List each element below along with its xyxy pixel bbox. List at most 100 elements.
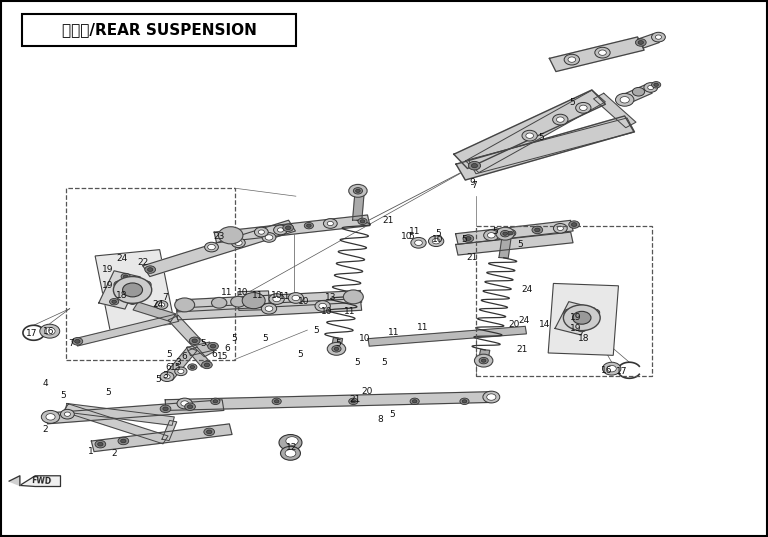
Circle shape [591, 311, 597, 315]
Text: 21: 21 [349, 395, 360, 404]
Circle shape [472, 164, 478, 168]
Circle shape [306, 224, 311, 227]
Circle shape [655, 35, 661, 39]
Circle shape [159, 303, 165, 307]
Circle shape [204, 242, 218, 252]
Polygon shape [238, 291, 270, 310]
Text: 7: 7 [472, 181, 478, 190]
Circle shape [283, 224, 293, 231]
Polygon shape [468, 118, 634, 174]
Circle shape [143, 282, 148, 286]
Circle shape [460, 398, 469, 404]
Text: 15: 15 [217, 352, 229, 361]
Text: 4: 4 [42, 379, 48, 388]
Circle shape [118, 437, 129, 445]
Circle shape [334, 347, 339, 351]
Circle shape [635, 39, 646, 46]
Circle shape [286, 226, 291, 230]
Circle shape [568, 57, 576, 62]
Circle shape [475, 354, 493, 367]
Polygon shape [499, 236, 511, 258]
Circle shape [526, 133, 534, 139]
Circle shape [496, 227, 515, 240]
Circle shape [274, 400, 279, 403]
Polygon shape [9, 476, 20, 485]
Polygon shape [624, 85, 652, 102]
Circle shape [211, 297, 227, 308]
Text: 5: 5 [155, 375, 161, 384]
Circle shape [620, 97, 629, 103]
Text: 11: 11 [252, 291, 263, 300]
Text: 18: 18 [116, 291, 127, 300]
Circle shape [221, 229, 240, 242]
Circle shape [234, 240, 242, 245]
Text: FWD: FWD [31, 476, 51, 486]
Polygon shape [177, 291, 362, 312]
Circle shape [280, 446, 300, 460]
Circle shape [41, 410, 60, 423]
Circle shape [569, 221, 580, 228]
Text: 3: 3 [176, 358, 181, 367]
Text: 6: 6 [224, 344, 230, 353]
Circle shape [463, 235, 474, 242]
Circle shape [349, 398, 358, 404]
Circle shape [580, 105, 588, 111]
Text: 5: 5 [61, 391, 66, 401]
Circle shape [189, 337, 200, 345]
Circle shape [651, 82, 660, 88]
Polygon shape [190, 338, 214, 357]
Text: 16: 16 [42, 327, 54, 336]
Text: 9: 9 [469, 178, 475, 187]
Circle shape [285, 449, 296, 457]
Circle shape [638, 41, 644, 45]
Circle shape [573, 311, 591, 324]
Circle shape [351, 400, 356, 403]
Bar [22, 14, 296, 46]
Text: 5: 5 [389, 410, 395, 419]
Circle shape [265, 306, 273, 311]
Circle shape [210, 398, 220, 404]
Circle shape [564, 309, 574, 316]
Text: 5: 5 [492, 227, 498, 236]
Circle shape [124, 275, 128, 278]
Circle shape [479, 358, 488, 364]
Circle shape [269, 294, 284, 304]
Text: 5: 5 [517, 240, 522, 249]
Circle shape [304, 222, 313, 229]
Circle shape [644, 83, 657, 92]
Text: 5: 5 [335, 339, 341, 348]
Circle shape [187, 405, 193, 409]
Polygon shape [143, 220, 296, 277]
Text: 5: 5 [167, 350, 172, 359]
Circle shape [462, 400, 467, 403]
Circle shape [98, 442, 103, 446]
Text: 10: 10 [401, 232, 412, 241]
Circle shape [230, 296, 246, 307]
Circle shape [508, 231, 513, 235]
Polygon shape [479, 350, 490, 358]
Text: 5: 5 [538, 133, 544, 142]
Text: 5: 5 [313, 325, 319, 335]
Circle shape [258, 230, 264, 234]
Text: 7: 7 [163, 293, 168, 302]
Circle shape [553, 114, 568, 125]
Polygon shape [555, 302, 594, 335]
Circle shape [535, 228, 540, 232]
Circle shape [117, 282, 122, 286]
Text: 10: 10 [432, 235, 443, 244]
Circle shape [273, 296, 280, 302]
Circle shape [177, 369, 184, 373]
Text: 5: 5 [569, 98, 574, 107]
Circle shape [358, 218, 367, 224]
Text: 5: 5 [435, 229, 441, 238]
Circle shape [262, 233, 276, 242]
Circle shape [501, 230, 510, 237]
Polygon shape [594, 93, 636, 128]
Circle shape [177, 398, 192, 409]
Circle shape [651, 32, 665, 42]
Text: 5: 5 [263, 333, 268, 343]
Circle shape [432, 238, 440, 244]
Circle shape [564, 305, 600, 331]
Text: 3: 3 [163, 371, 168, 380]
Polygon shape [368, 326, 526, 346]
